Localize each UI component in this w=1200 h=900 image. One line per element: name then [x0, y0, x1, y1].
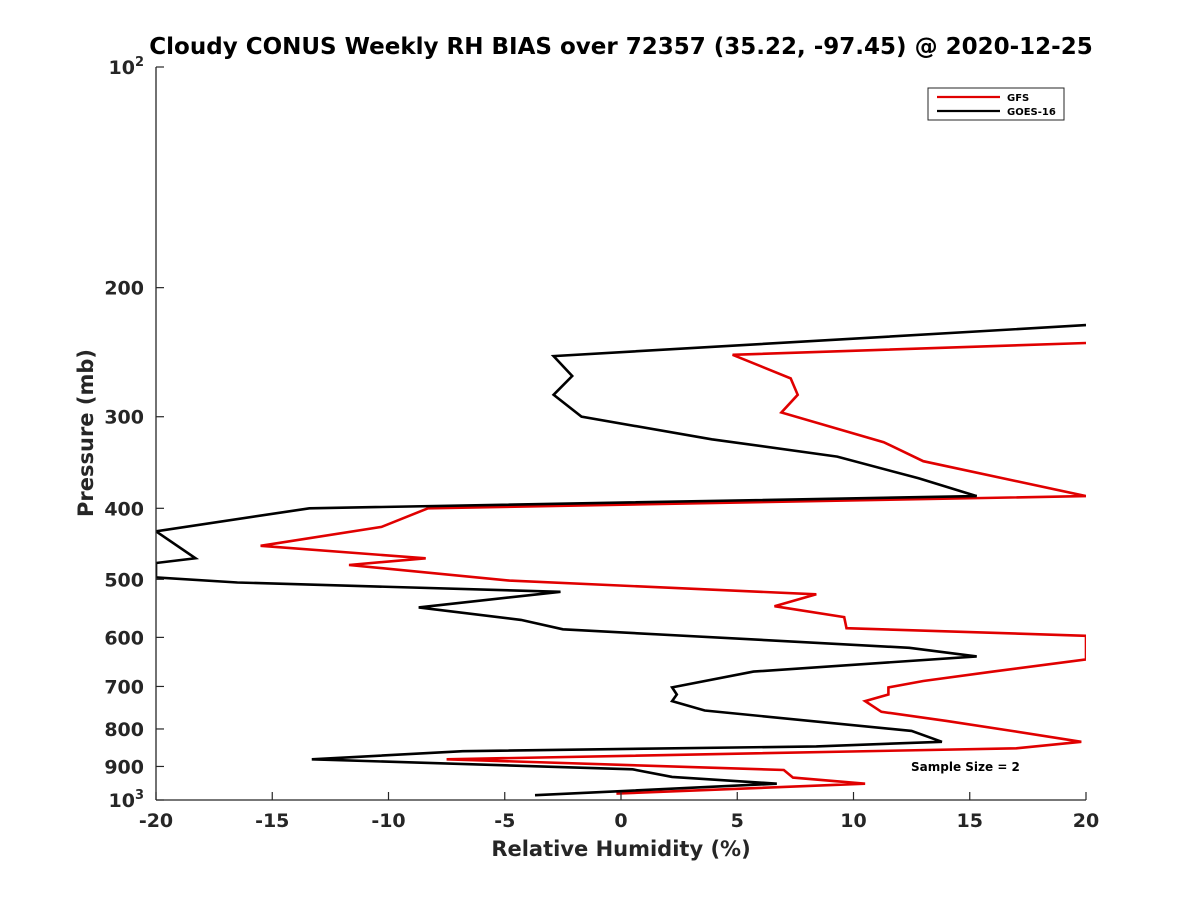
series-line-gfs: [260, 341, 1086, 795]
x-tick-label: 20: [1073, 810, 1099, 832]
y-tick-label: 300: [104, 407, 144, 429]
series-line-goes-16: [156, 323, 1086, 797]
y-tick-label: 900: [104, 756, 144, 778]
legend-box: [927, 87, 1065, 121]
y-tick-label: 800: [104, 719, 144, 741]
y-tick-label: 700: [104, 676, 144, 698]
y-tick-label: 500: [104, 569, 144, 591]
legend-gfs-label: GFS: [1007, 93, 1029, 104]
x-tick-label: -5: [494, 810, 515, 832]
y-tick-label: 600: [104, 627, 144, 649]
x-tick-label: -10: [371, 810, 405, 832]
x-tick-label: 10: [840, 810, 866, 832]
x-tick-label: -15: [255, 810, 289, 832]
sample-size-annotation: Sample Size = 2: [911, 760, 1020, 774]
x-tick-label: 0: [614, 810, 627, 832]
y-axis-label: Pressure (mb): [74, 349, 98, 517]
x-tick-label: -20: [139, 810, 173, 832]
series-layer: [156, 323, 1086, 797]
legend-goes16-label: GOES-16: [1007, 107, 1056, 118]
y-tick-label: 400: [104, 498, 144, 520]
x-tick-label: 15: [957, 810, 983, 832]
x-tick-label: 5: [731, 810, 744, 832]
plot-area: [156, 67, 1086, 800]
legend: GFS GOES-16: [927, 87, 1065, 121]
axes-background: [156, 67, 1086, 800]
x-axis-label: Relative Humidity (%): [491, 837, 750, 861]
y-tick-label: 200: [104, 278, 144, 300]
chart-title: Cloudy CONUS Weekly RH BIAS over 72357 (…: [149, 34, 1092, 60]
x-ticks: -20 -15 -10 -5 0 5 10 15 20: [139, 792, 1099, 832]
